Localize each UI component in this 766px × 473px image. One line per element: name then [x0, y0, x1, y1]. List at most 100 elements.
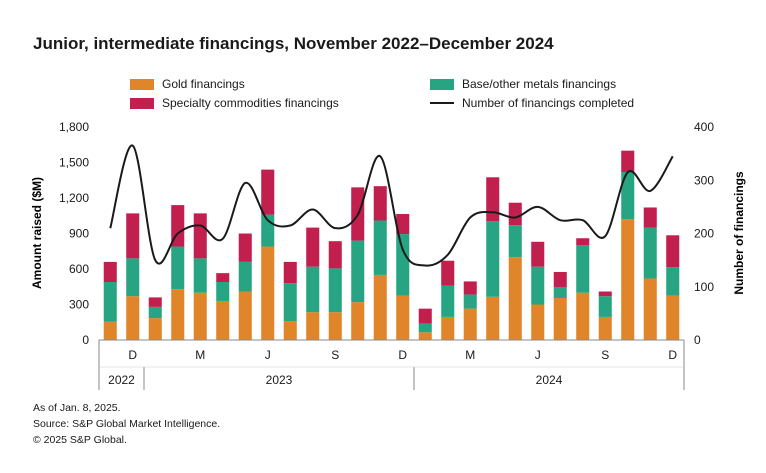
- bar-specialty-2: [148, 297, 162, 307]
- year-label: 2024: [536, 373, 563, 387]
- y-axis-label: Amount raised ($M): [30, 177, 44, 289]
- x-tick-label: D: [668, 348, 677, 362]
- year-label: 2023: [266, 373, 293, 387]
- legend-specialty: Specialty commodities financings: [130, 96, 339, 110]
- bar-base-0: [103, 282, 117, 322]
- bar-gold-23: [621, 219, 635, 340]
- bar-specialty-23: [621, 150, 635, 172]
- legend-line-label: Number of financings completed: [462, 96, 635, 110]
- bar-gold-21: [576, 292, 590, 340]
- financings-count-line: [109, 144, 674, 267]
- legend-specialty-label: Specialty commodities financings: [162, 96, 339, 110]
- bar-base-22: [598, 296, 612, 317]
- bar-specialty-25: [666, 235, 680, 268]
- x-tick-label: M: [465, 348, 475, 362]
- bar-base-9: [306, 266, 320, 313]
- bar-specialty-12: [373, 186, 387, 221]
- bar-base-18: [508, 225, 522, 258]
- y-tick-label: 1,500: [59, 156, 89, 170]
- bar-specialty-6: [238, 233, 252, 262]
- bar-base-17: [486, 221, 500, 297]
- legend-base-label: Base/other metals financings: [462, 77, 617, 91]
- bar-base-13: [396, 234, 410, 296]
- bar-gold-8: [283, 321, 297, 340]
- bar-gold-14: [418, 332, 432, 340]
- bar-gold-1: [126, 296, 140, 340]
- y2-tick-label: 200: [694, 227, 714, 241]
- bar-base-8: [283, 283, 297, 322]
- bar-specialty-17: [486, 177, 500, 222]
- bar-specialty-20: [553, 271, 567, 288]
- bar-gold-15: [441, 316, 455, 340]
- footer-copyright: © 2025 S&P Global.: [33, 434, 127, 446]
- bar-base-15: [441, 285, 455, 317]
- year-label: 2022: [108, 373, 135, 387]
- bar-base-11: [351, 240, 365, 303]
- bar-base-14: [418, 323, 432, 333]
- y-tick-label: 300: [69, 298, 89, 312]
- y2-tick-label: 300: [694, 173, 714, 187]
- bar-gold-3: [171, 289, 185, 340]
- bar-gold-13: [396, 295, 410, 340]
- legend-line-swatch: [430, 102, 454, 104]
- y2-tick-label: 400: [694, 120, 714, 134]
- x-tick-label: S: [331, 348, 339, 362]
- bar-base-3: [171, 246, 185, 290]
- bar-specialty-22: [598, 291, 612, 297]
- bar-specialty-0: [103, 261, 117, 283]
- legend-specialty-swatch: [130, 97, 154, 109]
- bar-gold-0: [103, 321, 117, 340]
- bar-specialty-9: [306, 227, 320, 267]
- bar-gold-9: [306, 312, 320, 340]
- bar-gold-4: [193, 292, 207, 340]
- bar-gold-17: [486, 296, 500, 340]
- bar-gold-2: [148, 318, 162, 340]
- x-tick-label: D: [398, 348, 407, 362]
- footer-source: Source: S&P Global Market Intelligence.: [33, 418, 221, 430]
- x-tick-label: J: [265, 348, 271, 362]
- y-tick-label: 1,200: [59, 191, 89, 205]
- legend-gold: Gold financings: [130, 77, 245, 91]
- y-tick-label: 900: [69, 227, 89, 241]
- x-tick-label: J: [535, 348, 541, 362]
- bar-base-1: [126, 258, 140, 297]
- y2-tick-label: 0: [694, 333, 701, 347]
- bar-specialty-16: [463, 281, 477, 295]
- bar-base-4: [193, 258, 207, 293]
- bar-gold-10: [328, 312, 342, 340]
- bar-gold-6: [238, 291, 252, 340]
- bar-gold-5: [216, 300, 230, 340]
- bar-base-20: [553, 287, 567, 298]
- bar-specialty-1: [126, 213, 140, 259]
- bar-base-5: [216, 282, 230, 301]
- bar-specialty-24: [643, 207, 657, 228]
- bar-specialty-7: [261, 169, 275, 215]
- y2-tick-label: 100: [694, 280, 714, 294]
- y2-axis-label: Number of financings: [732, 171, 746, 295]
- bar-specialty-19: [531, 241, 545, 267]
- bar-gold-25: [666, 295, 680, 340]
- legend-base: Base/other metals financings: [430, 77, 616, 91]
- bar-base-25: [666, 267, 680, 296]
- bar-gold-19: [531, 304, 545, 340]
- legend-line: Number of financings completed: [430, 96, 634, 110]
- bar-base-23: [621, 171, 635, 220]
- footer-date: As of Jan. 8, 2025.: [33, 402, 121, 414]
- bar-gold-24: [643, 278, 657, 340]
- legend-gold-swatch: [130, 78, 154, 90]
- y-tick-label: 600: [69, 262, 89, 276]
- bar-gold-16: [463, 308, 477, 340]
- legend-gold-label: Gold financings: [162, 77, 245, 91]
- bar-base-10: [328, 268, 342, 313]
- bar-gold-22: [598, 316, 612, 340]
- bar-gold-12: [373, 274, 387, 340]
- bar-gold-11: [351, 302, 365, 340]
- bar-specialty-14: [418, 308, 432, 324]
- x-tick-label: S: [601, 348, 609, 362]
- bar-base-12: [373, 220, 387, 275]
- x-tick-label: D: [128, 348, 137, 362]
- bar-base-19: [531, 266, 545, 305]
- bar-gold-18: [508, 257, 522, 340]
- bar-base-16: [463, 294, 477, 309]
